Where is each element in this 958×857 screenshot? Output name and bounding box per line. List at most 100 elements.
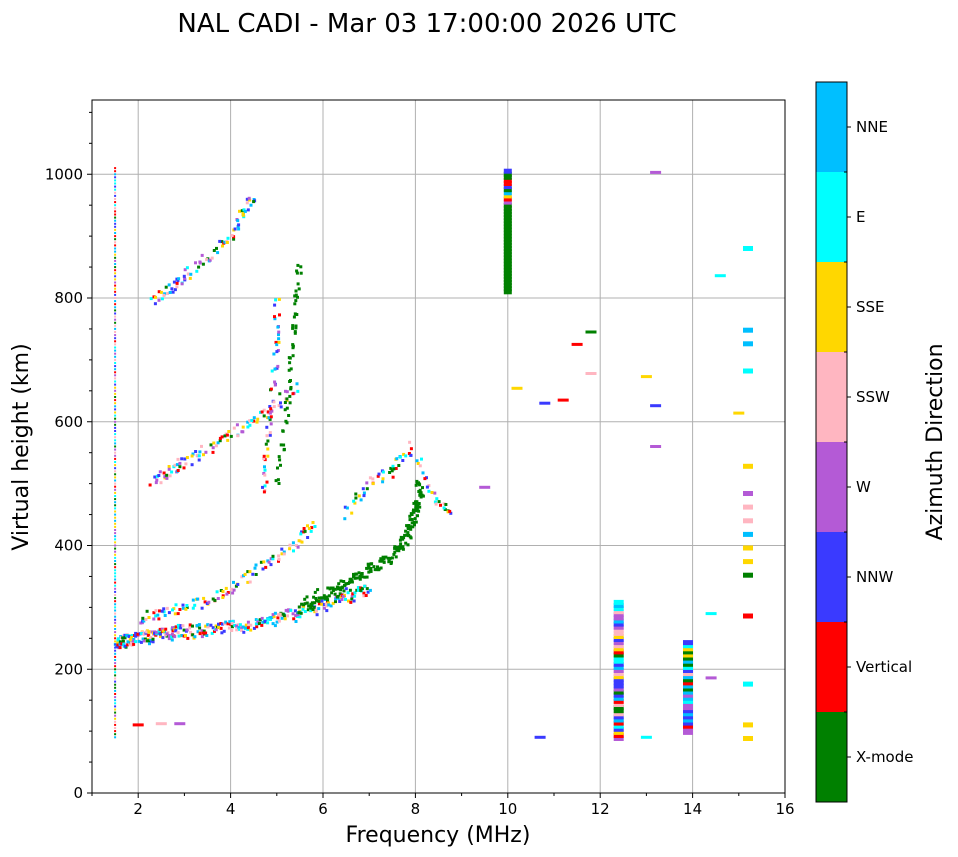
y-tick-label: 800 bbox=[54, 289, 83, 307]
trace-point bbox=[270, 369, 274, 373]
trace-point bbox=[390, 469, 394, 473]
trace-point bbox=[342, 580, 346, 583]
trace-point bbox=[305, 595, 309, 599]
trace-point bbox=[200, 253, 204, 257]
column-point bbox=[683, 686, 693, 692]
trace-point bbox=[263, 484, 267, 488]
column-point bbox=[114, 433, 117, 436]
trace-point bbox=[282, 552, 286, 556]
trace-point bbox=[235, 628, 239, 632]
trace-point bbox=[273, 624, 277, 628]
column-point bbox=[114, 324, 117, 327]
trace-point bbox=[244, 625, 247, 629]
trace-point bbox=[344, 587, 348, 591]
trace-point bbox=[294, 544, 298, 547]
column-point bbox=[114, 278, 117, 281]
trace-point bbox=[201, 262, 205, 266]
trace-point bbox=[355, 588, 359, 592]
trace-point bbox=[190, 454, 194, 458]
trace-point bbox=[311, 521, 315, 524]
trace-point bbox=[403, 533, 407, 537]
trace-point bbox=[127, 635, 131, 638]
trace-point bbox=[303, 610, 307, 613]
trace-point bbox=[412, 501, 416, 505]
column-point bbox=[114, 405, 117, 408]
trace-point bbox=[265, 434, 269, 438]
column-point bbox=[114, 170, 117, 173]
trace-point bbox=[289, 608, 293, 612]
column-point bbox=[114, 498, 117, 501]
column-point bbox=[503, 171, 512, 177]
colorbar-segment bbox=[816, 622, 847, 712]
column-point bbox=[683, 692, 693, 698]
trace-point bbox=[205, 258, 209, 262]
column-point bbox=[613, 615, 624, 621]
trace-point bbox=[410, 518, 414, 521]
trace-point bbox=[390, 560, 393, 564]
trace-point bbox=[363, 584, 367, 588]
column-point bbox=[613, 652, 624, 658]
trace-point bbox=[309, 604, 313, 608]
column-point bbox=[114, 198, 117, 200]
isolated-mark bbox=[650, 445, 662, 448]
trace-point bbox=[288, 543, 292, 547]
trace-point bbox=[269, 557, 273, 561]
trace-point bbox=[262, 408, 266, 412]
trace-point bbox=[404, 541, 408, 545]
column-point bbox=[114, 470, 117, 473]
trace-point bbox=[223, 240, 227, 244]
trace-point bbox=[208, 258, 212, 262]
trace-point bbox=[167, 467, 171, 471]
trace-point bbox=[175, 463, 179, 467]
trace-point bbox=[406, 527, 410, 531]
trace-point bbox=[421, 471, 425, 475]
trace-point bbox=[288, 361, 292, 365]
trace-point bbox=[214, 444, 218, 448]
trace-point bbox=[261, 620, 265, 624]
trace-point bbox=[157, 298, 161, 302]
column-point bbox=[114, 244, 117, 247]
trace-point bbox=[230, 629, 234, 632]
column-point bbox=[613, 606, 624, 612]
trace-point bbox=[139, 621, 143, 625]
trace-point bbox=[191, 624, 194, 628]
column-point bbox=[503, 236, 512, 242]
trace-point bbox=[232, 588, 236, 592]
trace-point bbox=[285, 390, 289, 394]
trace-point bbox=[149, 297, 153, 301]
trace-point bbox=[260, 410, 264, 414]
trace-point bbox=[299, 611, 303, 615]
trace-point bbox=[121, 639, 125, 643]
trace-point bbox=[174, 629, 178, 633]
column-point bbox=[613, 671, 624, 677]
column-point bbox=[114, 671, 117, 674]
trace-point bbox=[242, 208, 246, 212]
trace-point bbox=[381, 480, 385, 484]
column-point bbox=[114, 238, 117, 241]
trace-point bbox=[375, 568, 379, 572]
trace-point bbox=[338, 592, 342, 596]
trace-point bbox=[297, 605, 301, 609]
trace-point bbox=[184, 462, 188, 466]
trace-point bbox=[280, 552, 284, 556]
trace-point bbox=[204, 631, 208, 635]
column-point bbox=[114, 720, 117, 723]
trace-point bbox=[271, 613, 275, 617]
colorbar-category-label: NNE bbox=[856, 118, 888, 136]
trace-point bbox=[240, 575, 244, 579]
trace-point bbox=[249, 628, 253, 632]
trace-point bbox=[296, 389, 300, 393]
trace-point bbox=[193, 635, 197, 639]
trace-point bbox=[297, 539, 301, 543]
trace-point bbox=[141, 616, 145, 620]
trace-point bbox=[195, 269, 199, 273]
trace-point bbox=[307, 604, 311, 608]
column-point bbox=[503, 230, 512, 236]
trace-point bbox=[216, 251, 220, 255]
trace-point bbox=[170, 638, 174, 642]
trace-point bbox=[275, 366, 279, 370]
trace-point bbox=[344, 582, 348, 586]
trace-point bbox=[219, 626, 223, 630]
trace-point bbox=[363, 575, 367, 579]
trace-point bbox=[171, 290, 175, 294]
